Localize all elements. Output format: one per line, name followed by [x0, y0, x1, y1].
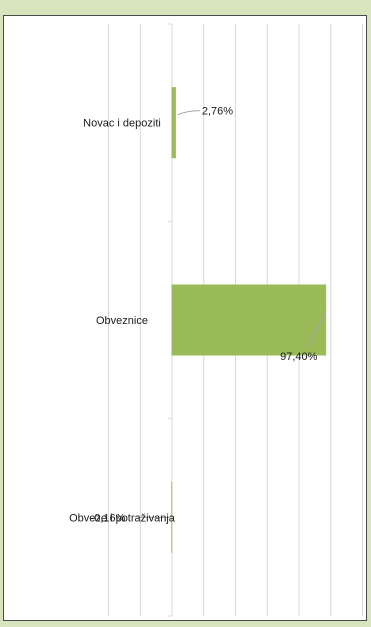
- leader-line-0: [177, 110, 200, 116]
- leader-lines: [137, 110, 327, 518]
- bar-2: [171, 481, 173, 553]
- category-labels: Novac i depoziti Obveznice Obveze i potraž…: [69, 118, 176, 525]
- data-label-1: 97,40%: [280, 351, 318, 363]
- bar-0: [171, 87, 176, 159]
- bar-chart: Novac i depoziti Obveznice Obveze i potraž…: [69, 23, 363, 617]
- bar-1: [171, 284, 327, 356]
- category-label-1: Obveznice: [96, 315, 148, 327]
- leader-line-1: [307, 309, 327, 347]
- bars: [171, 87, 327, 553]
- category-label-0: Novac i depoziti: [83, 118, 161, 130]
- chart-area: Novac i depoziti Obveznice Obveze i potraž…: [3, 15, 367, 621]
- data-label-2: -0,16%: [91, 512, 126, 524]
- data-labels: 2,76% 97,40% -0,16%: [91, 106, 318, 525]
- data-label-0: 2,76%: [202, 106, 233, 118]
- category-label-2: Obveze i potraživanja: [69, 512, 176, 524]
